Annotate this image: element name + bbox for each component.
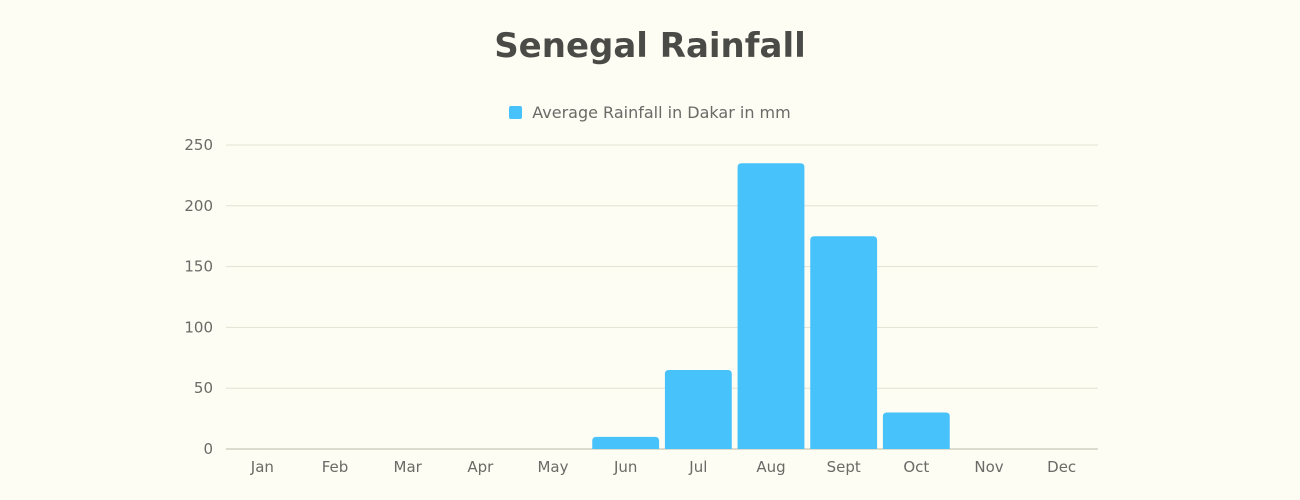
legend-swatch: [509, 106, 523, 119]
bar-jul: [664, 369, 732, 449]
x-tick-label: Jun: [613, 458, 637, 476]
y-tick-label: 0: [203, 440, 213, 458]
x-tick-label: Apr: [467, 458, 494, 476]
bar-sept: [810, 236, 878, 449]
grid-lines: [226, 144, 1098, 450]
bar-aug: [737, 163, 805, 450]
x-tick-label: Oct: [903, 458, 929, 476]
x-tick-label: Jan: [250, 458, 274, 476]
x-tick-label: Dec: [1047, 458, 1076, 476]
x-tick-label: Sept: [827, 458, 861, 476]
bar-oct: [882, 412, 950, 449]
y-tick-label: 250: [184, 136, 213, 154]
x-tick-label: Jul: [688, 458, 707, 476]
x-tick-label: Mar: [394, 458, 423, 476]
x-tick-label: Nov: [974, 458, 1003, 476]
legend-label: Average Rainfall in Dakar in mm: [532, 103, 791, 122]
x-tick-label: Aug: [756, 458, 785, 476]
x-tick-label: Feb: [322, 458, 349, 476]
bars: [592, 163, 950, 450]
x-axis-ticks: Jan Feb Mar Apr May Jun Jul Aug Sept Oct Nov Dec: [250, 458, 1076, 476]
y-axis-ticks: 0 50 100 150 200 250: [184, 136, 213, 458]
y-tick-label: 150: [184, 258, 213, 276]
y-tick-label: 100: [184, 318, 213, 336]
y-tick-label: 50: [194, 379, 213, 397]
x-tick-label: May: [537, 458, 568, 476]
legend: Average Rainfall in Dakar in mm: [0, 103, 1300, 122]
y-tick-label: 200: [184, 197, 213, 215]
bar-jun: [592, 436, 660, 449]
chart-title: Senegal Rainfall: [494, 26, 806, 66]
